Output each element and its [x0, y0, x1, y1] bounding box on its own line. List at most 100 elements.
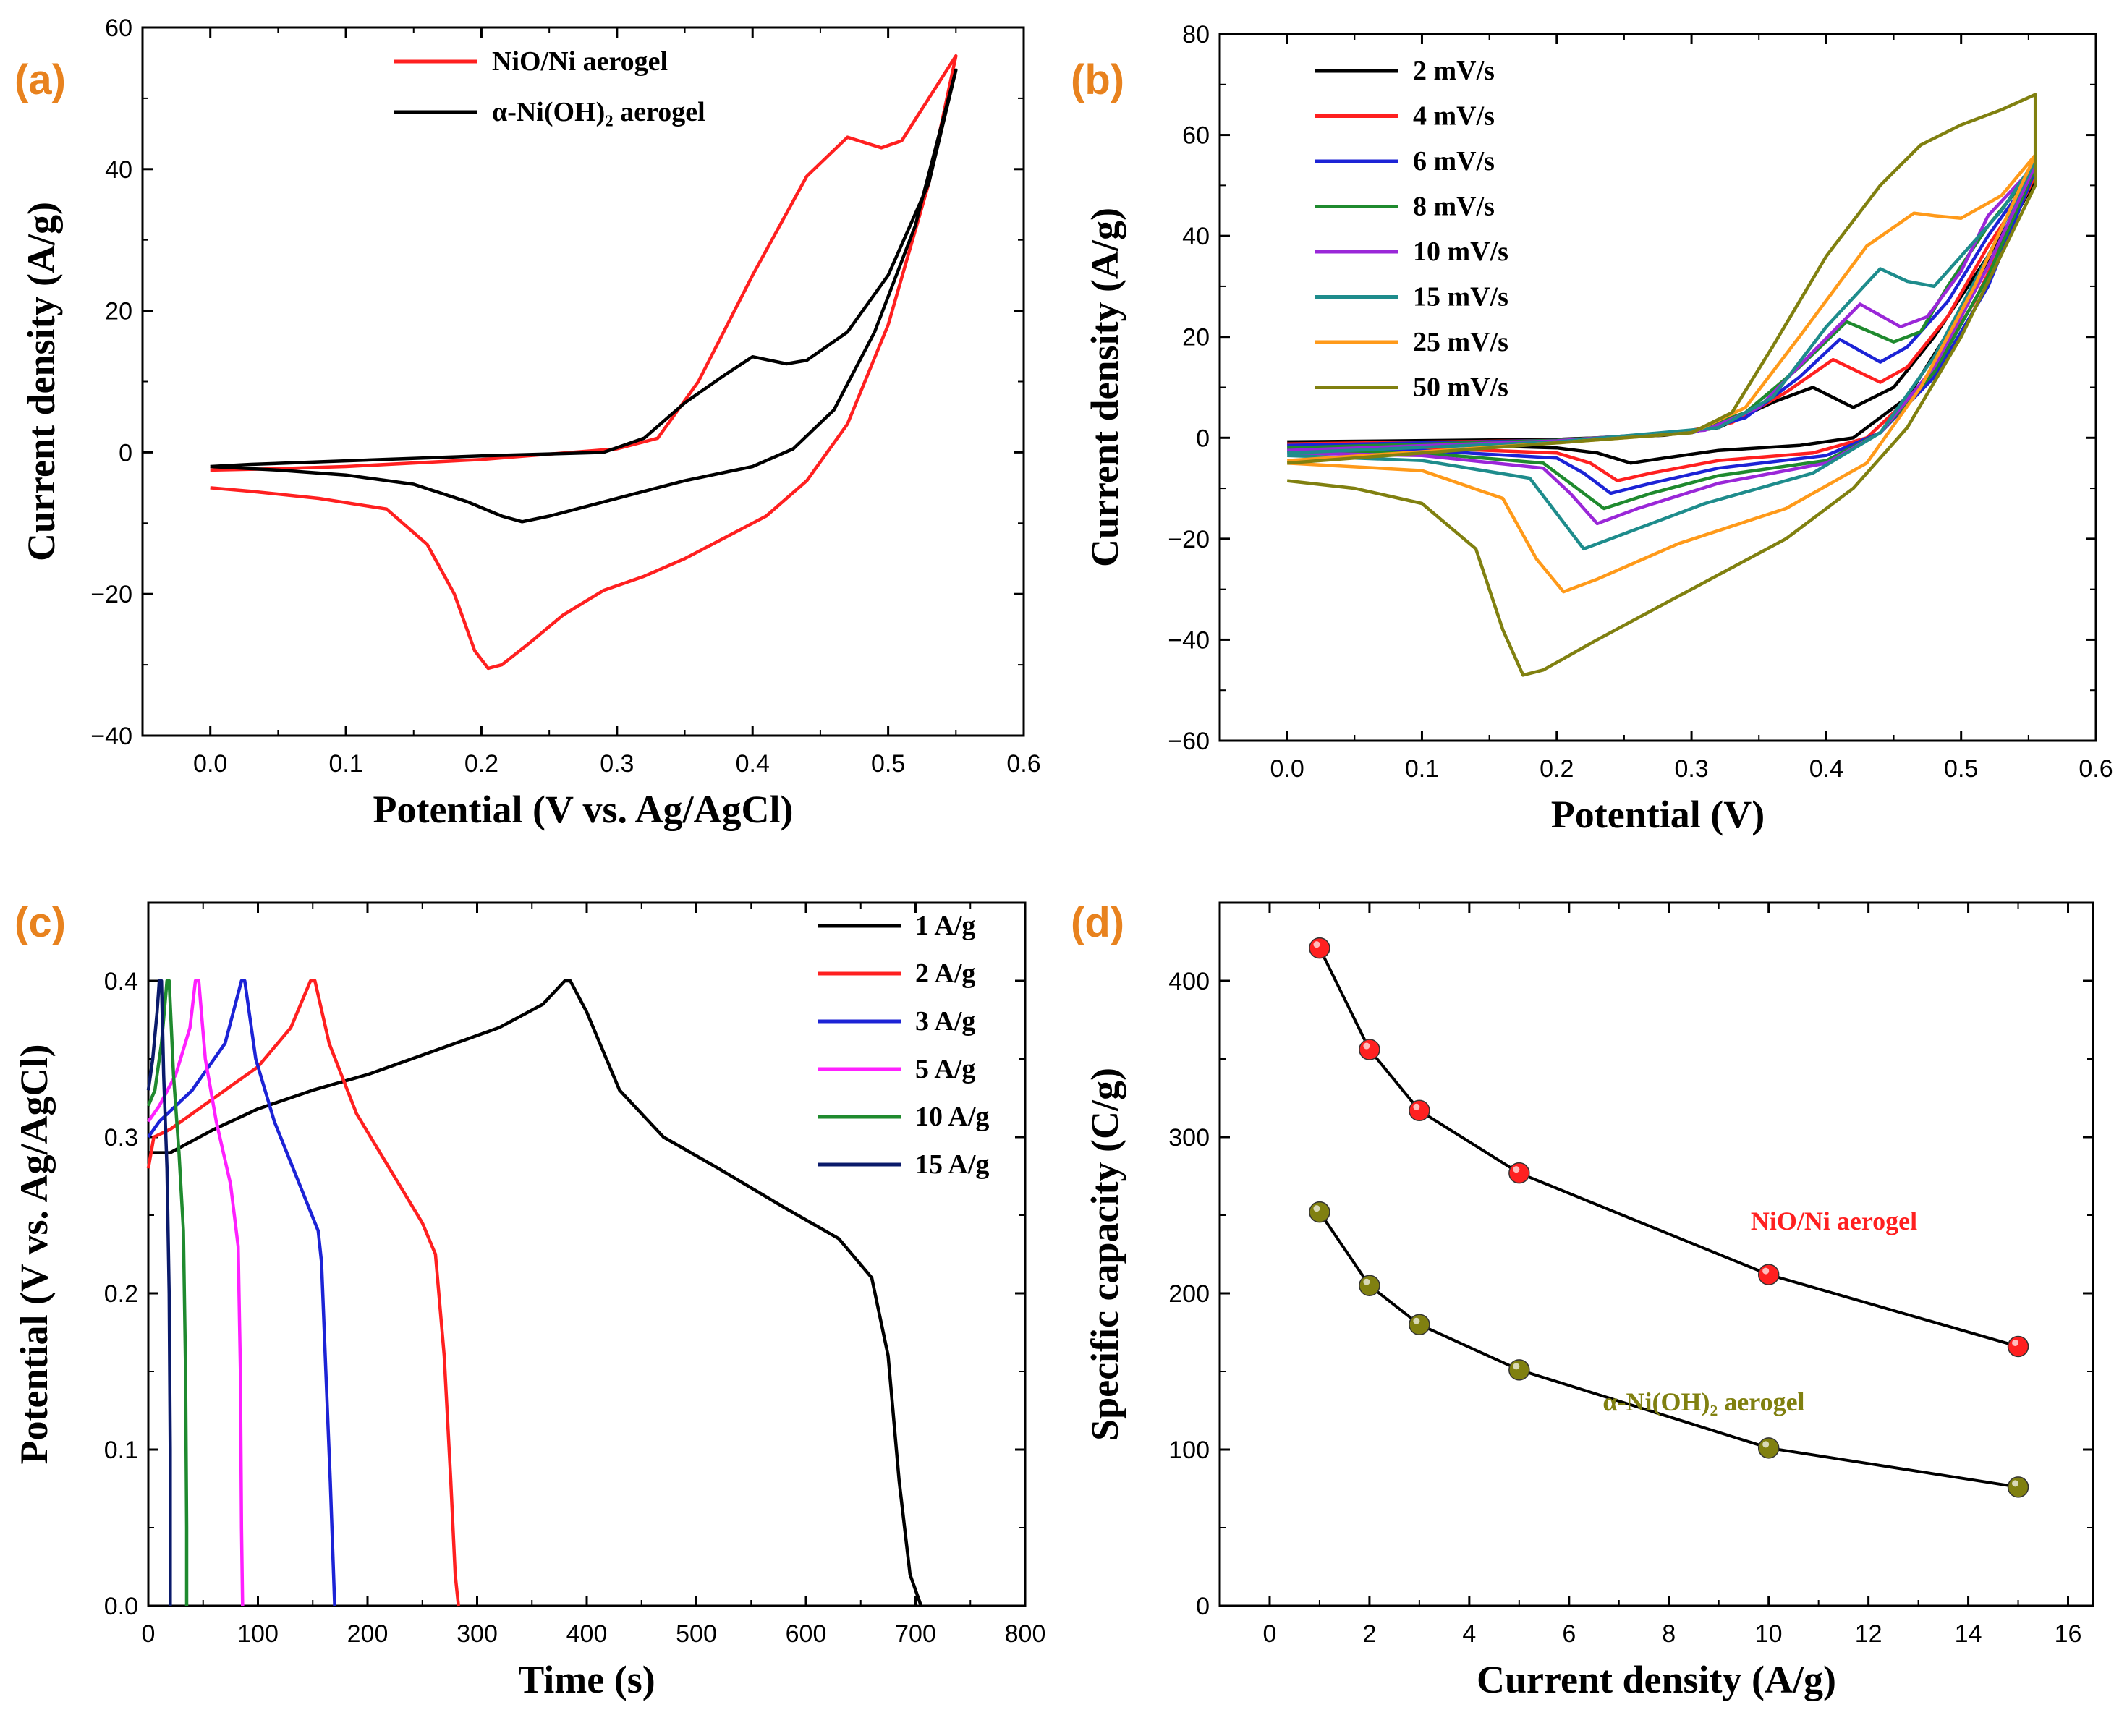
x-tick-label: 200	[347, 1620, 389, 1648]
y-tick-label: 400	[1168, 968, 1210, 995]
series-line	[1287, 179, 2037, 465]
x-axis-label: Potential (V vs. Ag/AgCl)	[373, 788, 794, 831]
series-5-a-g	[147, 979, 245, 1607]
x-tick-label: 700	[895, 1620, 936, 1648]
y-tick-label: 0.3	[104, 1124, 138, 1152]
legend-label: 10 mV/s	[1413, 237, 1508, 267]
data-point-highlight	[1413, 1103, 1420, 1110]
data-point	[1309, 1201, 1330, 1223]
x-tick-label: 0.2	[1540, 755, 1574, 783]
legend-label: 50 mV/s	[1413, 373, 1508, 403]
x-tick-label: 0.2	[464, 750, 498, 778]
series-25-mv-s	[1287, 153, 2037, 594]
data-point	[1309, 937, 1330, 959]
chart-panel-c: 0 100 200 300 400 500 600 700 800 0.4 0.3 0.2 0.1 0.0…	[12, 899, 1045, 1701]
data-point-highlight	[1513, 1166, 1520, 1173]
y-tick-label: −60	[1168, 728, 1210, 755]
plot-frame	[1218, 901, 2094, 1607]
chart-panel-b: 0.0 0.1 0.2 0.3 0.4 0.5 0.6 80 60 40 20 0 −20 −40 −60 P…	[1071, 21, 2113, 836]
series-line	[210, 68, 958, 524]
y-tick-label: 200	[1168, 1280, 1210, 1308]
series-line	[148, 979, 923, 1607]
x-axis-label: Time (s)	[518, 1658, 655, 1701]
legend-label: 8 mV/s	[1413, 192, 1495, 222]
data-point	[1409, 1314, 1430, 1335]
series-10-a-g	[146, 979, 189, 1606]
x-tick-label: 4	[1462, 1620, 1476, 1648]
series-ni-oh-aerogel	[210, 68, 958, 524]
y-tick-label: 0	[1196, 1593, 1210, 1620]
legend-label: 2 A/g	[915, 958, 975, 989]
data-point	[2007, 1476, 2029, 1498]
x-tick-label: 2	[1362, 1620, 1376, 1648]
series-line	[1287, 166, 2037, 511]
legend-label: 15 mV/s	[1413, 282, 1508, 312]
y-axis-label: Potential (V vs. Ag/AgCl)	[12, 1044, 56, 1465]
y-tick-label: 40	[1182, 223, 1210, 250]
x-tick-label: 0.4	[1809, 755, 1843, 783]
legend-label: 25 mV/s	[1413, 327, 1508, 357]
series-15-a-g	[146, 979, 172, 1606]
data-point	[1757, 1437, 1780, 1459]
y-tick-label: −20	[90, 581, 132, 608]
plot-frame	[147, 901, 1027, 1607]
data-point-highlight	[1363, 1278, 1370, 1285]
chart-panel-a: 0.0 0.1 0.2 0.3 0.4 0.5 0.6 60 40 20 0 −20 −40 Potent…	[14, 14, 1041, 831]
panel-label: (c)	[14, 899, 66, 946]
y-tick-label: 100	[1168, 1437, 1210, 1464]
x-tick-label: 0.3	[600, 750, 634, 778]
data-point	[1757, 1264, 1780, 1285]
series-1-a-g	[148, 979, 923, 1607]
y-tick-label: 60	[105, 14, 132, 42]
series-3-a-g	[147, 979, 336, 1607]
data-point	[1409, 1099, 1430, 1122]
series-line	[147, 979, 336, 1607]
x-tick-label: 0.1	[328, 750, 362, 778]
series-line	[146, 979, 172, 1606]
data-point-highlight	[2012, 1480, 2019, 1487]
data-point-highlight	[1762, 1267, 1770, 1275]
legend-label: 2 mV/s	[1413, 56, 1495, 86]
series-line	[210, 54, 958, 671]
y-tick-label: 40	[105, 156, 132, 184]
data-point-highlight	[1363, 1042, 1370, 1050]
x-tick-label: 0.6	[1006, 750, 1040, 778]
y-tick-label: 300	[1168, 1124, 1210, 1152]
x-tick-label: 8	[1662, 1620, 1676, 1648]
y-tick-label: 60	[1182, 122, 1210, 150]
series-line	[1318, 947, 2019, 1348]
panel-label: (d)	[1071, 899, 1124, 946]
x-tick-label: 0.4	[736, 750, 770, 778]
legend-label: 4 mV/s	[1413, 101, 1495, 132]
legend-label: NiO/Ni aerogel	[492, 46, 668, 77]
x-tick-label: 0.5	[871, 750, 905, 778]
data-point-highlight	[2012, 1339, 2019, 1346]
legend-label: 6 mV/s	[1413, 146, 1495, 176]
x-tick-label: 10	[1755, 1620, 1783, 1648]
x-tick-label: 0.0	[193, 750, 227, 778]
series-line	[147, 979, 245, 1607]
y-tick-label: 0.4	[104, 968, 138, 995]
x-tick-label: 6	[1562, 1620, 1576, 1648]
series-ni-oh-aerogel	[1309, 1201, 2029, 1498]
legend: NiO/Ni aerogel α-Ni(OH)₂ aerogel	[394, 46, 705, 127]
y-axis-label: Current density (A/g)	[1083, 208, 1126, 567]
x-tick-label: 14	[1955, 1620, 1982, 1648]
y-tick-label: 0.0	[104, 1593, 138, 1620]
panel-label: (a)	[14, 56, 66, 103]
data-point-highlight	[1413, 1317, 1420, 1324]
legend-label: 10 A/g	[915, 1102, 989, 1132]
series-2-mv-s	[1287, 179, 2037, 465]
x-tick-label: 0.1	[1405, 755, 1439, 783]
data-point	[1508, 1359, 1530, 1381]
series-50-mv-s	[1286, 93, 2037, 677]
series-line	[146, 979, 460, 1607]
y-tick-label: 80	[1182, 21, 1210, 48]
x-tick-label: 0.5	[1944, 755, 1978, 783]
y-axis-label: Specific capacity (C/g)	[1083, 1068, 1126, 1441]
x-tick-label: 0.3	[1674, 755, 1708, 783]
y-tick-label: 20	[1182, 324, 1210, 352]
series-line	[1287, 153, 2037, 594]
x-axis-label: Current density (A/g)	[1477, 1658, 1836, 1701]
